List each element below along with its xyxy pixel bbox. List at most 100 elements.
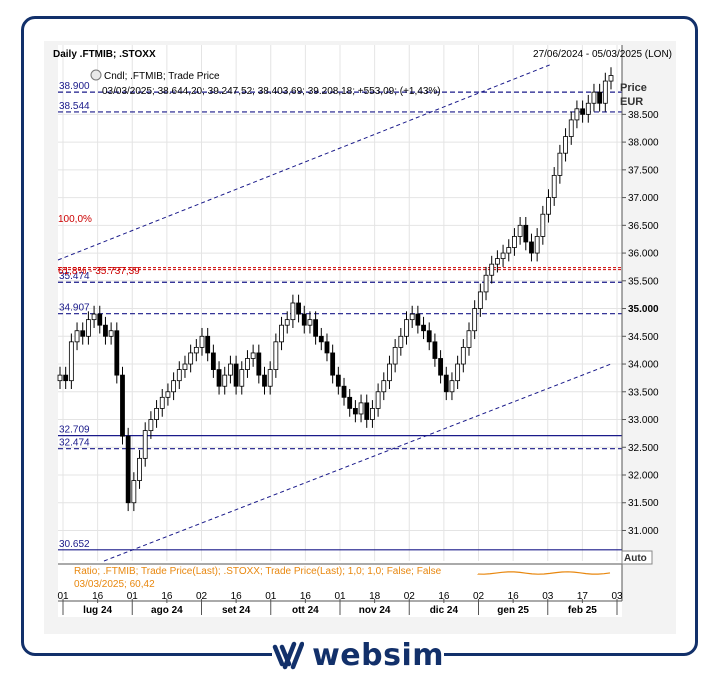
x-day-label: 01 <box>127 591 139 602</box>
candle-body <box>290 302 296 321</box>
candle-body <box>97 313 103 326</box>
x-month-label: ott 24 <box>292 605 319 616</box>
legend-toggle-icon[interactable] <box>90 69 102 81</box>
channel-upper-line <box>57 63 553 261</box>
candle-body <box>114 330 120 376</box>
candle-body <box>438 358 443 376</box>
candle-body <box>455 363 461 382</box>
x-day-label: 01 <box>334 591 346 602</box>
candle-body <box>540 213 546 237</box>
y-axis: 31.000 31.500 32.000 32.500 33.000 33.500 34.0… <box>621 45 659 601</box>
ratio-line <box>477 571 611 575</box>
candle-body <box>415 313 421 326</box>
x-day-label: 01 <box>57 591 69 602</box>
candle-body <box>137 457 142 481</box>
legend-label: Cndl; .FTMIB; Trade Price <box>104 71 220 82</box>
candle-body <box>460 346 466 365</box>
chart-area: 38.900 38.544 35.474 34.907 32.709 32.474 30.6… <box>44 41 676 634</box>
x-day-label: 02 <box>196 591 208 602</box>
x-day-label: 17 <box>577 591 589 602</box>
candle-body <box>568 119 574 137</box>
x-day-label: 16 <box>438 591 450 602</box>
candle-body <box>176 369 182 382</box>
fib-100-label: 100,0% <box>58 214 92 225</box>
y-tick-label: 32.000 <box>628 471 659 482</box>
candle-body <box>341 385 347 398</box>
candle-body <box>443 374 449 393</box>
candle-body <box>364 402 370 420</box>
candle-body <box>205 335 211 354</box>
y-tick-label: 37.000 <box>628 193 659 204</box>
candle-body <box>500 252 506 260</box>
y-tick-label: 34.000 <box>628 360 659 371</box>
candle-body <box>347 396 353 409</box>
candle-body <box>120 374 125 437</box>
x-day-label: 16 <box>300 591 312 602</box>
level-label: 30.652 <box>59 539 90 550</box>
candle-body <box>131 480 137 504</box>
candle-body <box>517 224 523 237</box>
candle-body <box>506 247 512 254</box>
price-axis-unit: EUR <box>620 96 643 108</box>
x-month-label: lug 24 <box>83 605 112 616</box>
x-day-label: 03 <box>611 591 623 602</box>
y-tick-label: 35.000 <box>628 304 659 315</box>
candle-body <box>279 324 284 343</box>
legend-values: 03/03/2025; 38.644,20; 39.247,52; 38.403… <box>102 86 441 97</box>
candle-body <box>483 274 489 293</box>
candle-body <box>159 396 165 409</box>
x-day-label: 01 <box>265 591 277 602</box>
candle-body <box>489 263 495 276</box>
candle-body <box>307 319 313 326</box>
candle-body <box>188 352 194 365</box>
brand-name: websim <box>312 637 444 673</box>
y-tick-label: 32.500 <box>628 443 659 454</box>
y-tick-label: 31.500 <box>628 498 659 509</box>
candle-body <box>591 91 597 104</box>
candle-body <box>404 319 409 337</box>
x-month-label: ago 24 <box>151 605 183 616</box>
candle-body <box>154 408 159 420</box>
candle-body <box>421 324 426 332</box>
candle-body <box>256 352 262 376</box>
candle-body <box>210 352 216 370</box>
candle-body <box>409 313 415 321</box>
candle-body <box>494 258 500 265</box>
level-label: 38.544 <box>59 101 90 112</box>
chart-title: Daily .FTMIB; .STOXX <box>53 49 156 60</box>
candle-body <box>142 430 148 459</box>
date-range: 27/06/2024 - 05/03/2025 (LON) <box>533 49 672 60</box>
candle-body <box>324 341 330 354</box>
x-day-label: 16 <box>508 591 520 602</box>
candle-body <box>63 374 69 382</box>
price-axis-title: Price <box>620 82 647 94</box>
x-day-label: 02 <box>404 591 416 602</box>
level-label: 32.474 <box>59 438 90 449</box>
candle-body <box>199 335 205 348</box>
candle-body <box>375 391 381 409</box>
candle-body <box>426 330 432 343</box>
candle-body <box>335 374 341 387</box>
x-axis: 01 16 01 16 02 16 01 16 01 18 02 16 02 16 03 17 03 lug 24… <box>57 591 623 616</box>
candle-body <box>148 419 154 432</box>
candle-body <box>233 363 239 387</box>
auto-scale-button[interactable] <box>621 550 653 565</box>
x-day-label: 03 <box>542 591 554 602</box>
y-tick-label: 36.000 <box>628 249 659 260</box>
candle-body <box>80 330 86 337</box>
candle-body <box>228 363 233 376</box>
auto-scale-label[interactable]: Auto <box>624 553 647 564</box>
trend-channel <box>57 63 622 562</box>
candle-body <box>432 341 438 359</box>
candle-body <box>551 174 557 198</box>
candle-body <box>313 319 319 337</box>
candle-body <box>165 391 171 398</box>
candle-body <box>477 291 483 309</box>
x-day-label: 16 <box>161 591 173 602</box>
websim-logo-icon <box>272 641 305 670</box>
candle-body <box>182 363 188 370</box>
candle-body <box>574 108 580 121</box>
brand-logo: websim <box>272 636 444 674</box>
candle-body <box>296 302 301 315</box>
y-tick-label: 38.000 <box>628 138 659 149</box>
